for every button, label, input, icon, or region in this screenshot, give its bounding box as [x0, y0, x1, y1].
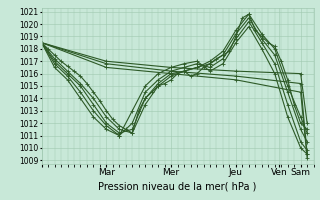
X-axis label: Pression niveau de la mer( hPa ): Pression niveau de la mer( hPa ): [99, 181, 257, 191]
